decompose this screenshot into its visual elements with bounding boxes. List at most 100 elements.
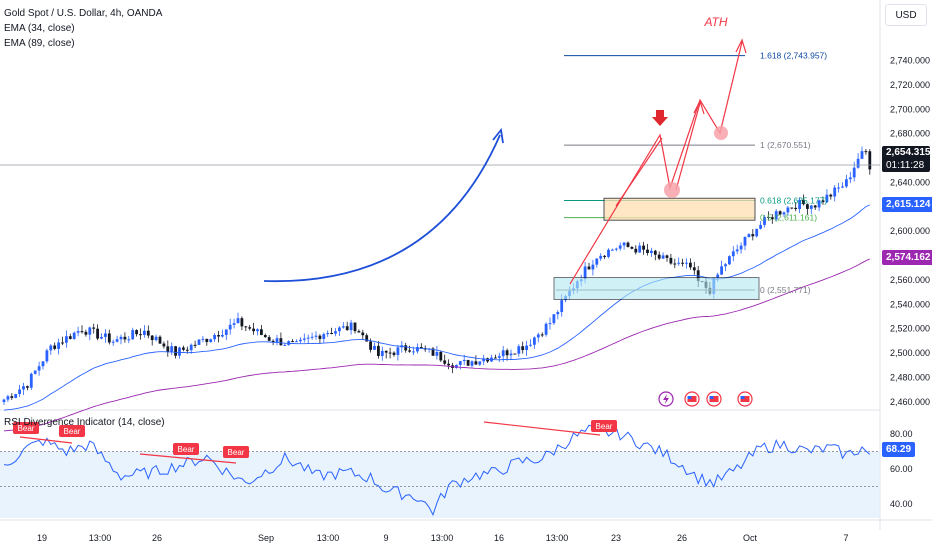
candle (517, 344, 521, 357)
candle-body (856, 158, 860, 168)
candle-body (611, 249, 614, 251)
bear-label-text: Bear (64, 427, 81, 436)
candle (205, 338, 209, 346)
candle (228, 318, 232, 335)
candle-body (607, 249, 610, 257)
candle-body (821, 200, 825, 203)
candle (96, 324, 99, 341)
rsi-band (0, 451, 880, 518)
chart-legend: Gold Spot / U.S. Dollar, 4h, OANDA EMA (… (4, 6, 162, 51)
candle (263, 333, 267, 338)
candle (104, 329, 107, 343)
candle-body (353, 322, 357, 332)
candle-body (763, 216, 766, 225)
candle-body (868, 151, 872, 170)
ema89-legend[interactable]: EMA (89, close) (4, 38, 75, 49)
y-tick-label: 2,740.000 (890, 55, 930, 65)
candle-body (162, 343, 166, 347)
candle-body (657, 254, 661, 259)
candle (107, 329, 111, 345)
candle-body (244, 326, 248, 328)
candle-body (431, 348, 435, 356)
candle-body (334, 331, 337, 334)
candle (166, 340, 170, 357)
ema34-legend[interactable]: EMA (34, close) (4, 23, 75, 34)
candle (685, 258, 688, 269)
candle-body (322, 334, 326, 339)
candle-body (650, 250, 653, 253)
candle-body (263, 335, 267, 338)
candle-body (837, 187, 840, 189)
candle (447, 359, 450, 370)
candle-body (845, 179, 848, 187)
candle-body (182, 347, 185, 350)
y-tick-label: 2,500.000 (890, 348, 930, 358)
candle-body (6, 396, 10, 400)
x-tick-label: 19 (37, 533, 47, 543)
candle-body (591, 264, 595, 270)
candle-body (552, 314, 556, 324)
candle (380, 346, 384, 361)
currency-button[interactable]: USD (885, 4, 927, 26)
candle (607, 248, 610, 259)
candle-body (53, 345, 57, 349)
candle-body (127, 339, 131, 341)
candle (236, 312, 240, 324)
candle-body (236, 318, 240, 324)
bear-label-bg (173, 443, 199, 455)
candle-body (747, 234, 751, 237)
candle-body (864, 151, 868, 153)
lightning-glyph (663, 394, 669, 404)
candle (37, 361, 41, 376)
bear-divergence-line (483, 421, 601, 436)
candle-body (224, 329, 228, 335)
rsi-legend[interactable]: RSI Divergence Indicator (14, close) (4, 417, 165, 428)
bear-label-bg (223, 446, 249, 458)
candle-body (295, 341, 298, 343)
candle (392, 351, 396, 357)
candle (119, 334, 123, 345)
candle (470, 360, 474, 368)
candle-body (829, 194, 833, 197)
x-tick-label: 26 (677, 533, 687, 543)
candle (794, 202, 798, 212)
candle-body (306, 337, 310, 339)
candle-body (213, 335, 216, 340)
candle-body (482, 358, 486, 362)
candle-body (189, 344, 193, 351)
candle (221, 329, 224, 338)
us-flag-event-icon (706, 391, 722, 407)
candle (143, 325, 146, 338)
candle (490, 354, 493, 363)
candle-body (794, 207, 798, 210)
candle (244, 325, 248, 332)
candle (53, 342, 57, 351)
candle-body (345, 326, 349, 331)
candle (256, 328, 259, 336)
candle-body (107, 333, 111, 343)
candle (61, 336, 64, 346)
candle-body (318, 335, 322, 339)
candle (68, 333, 72, 340)
x-tick-label: 23 (611, 533, 621, 543)
candle (193, 340, 197, 348)
candle (533, 336, 536, 349)
candle (677, 257, 681, 266)
candle-body (88, 327, 92, 335)
candle-body (517, 346, 521, 354)
candle-body (536, 334, 540, 338)
candle-body (283, 344, 287, 346)
candle-body (540, 334, 544, 336)
candle (759, 221, 762, 230)
candle-body (724, 264, 727, 267)
candle (817, 199, 821, 211)
candle-body (416, 347, 419, 352)
rsi-tick-label: 40.00 (890, 499, 913, 509)
candle-body (330, 333, 333, 335)
candle (334, 328, 337, 337)
candle (848, 171, 852, 184)
symbol-title[interactable]: Gold Spot / U.S. Dollar, 4h, OANDA (4, 8, 163, 19)
candle-body (29, 373, 33, 388)
candle (252, 322, 255, 335)
